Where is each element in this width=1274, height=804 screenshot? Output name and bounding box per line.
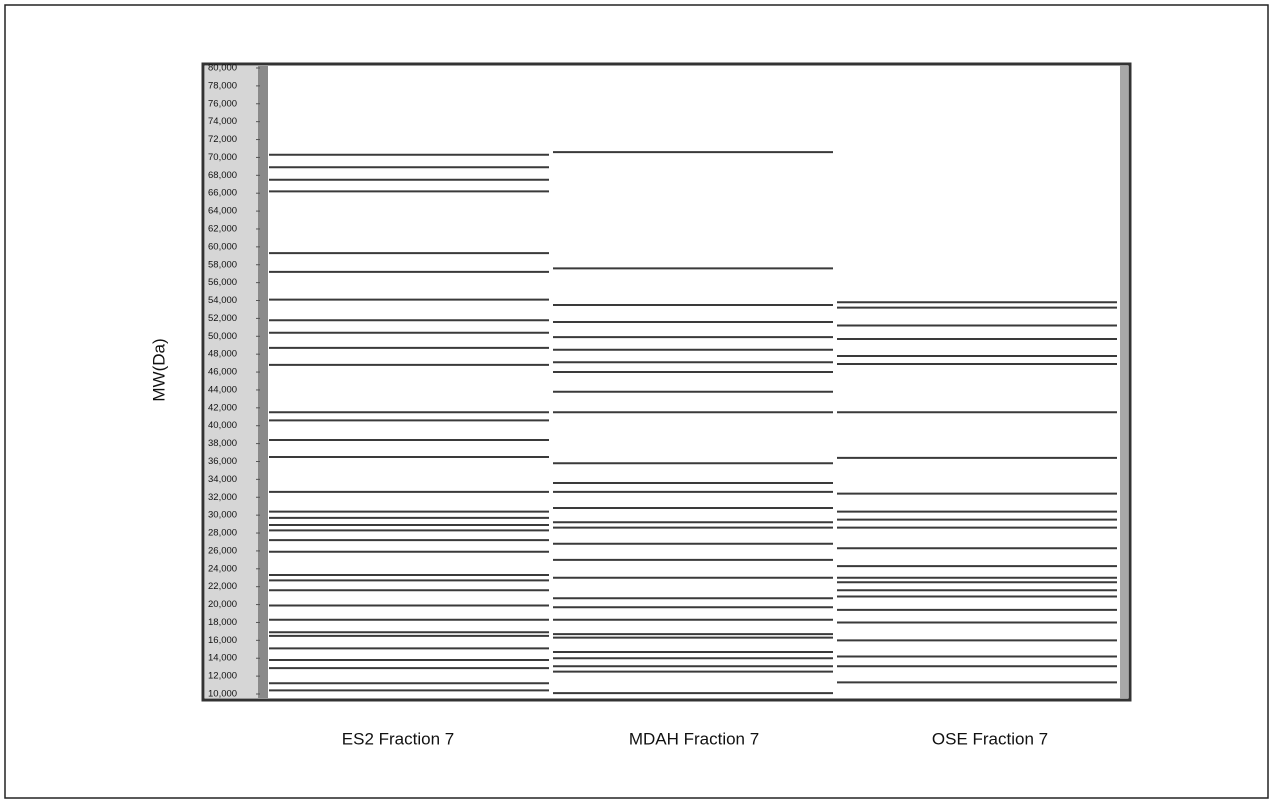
y-tick-label: 40,000	[208, 420, 237, 431]
y-tick-label: 24,000	[208, 563, 237, 574]
y-tick-label: 20,000	[208, 599, 237, 610]
figure: MW(Da) 10,000 12,000 14,000 16,000 18,000 20,…	[0, 0, 1274, 804]
axis-bar	[258, 66, 268, 698]
y-tick-label: 18,000	[208, 617, 237, 628]
y-tick-label: 66,000	[208, 188, 237, 199]
y-tick-label: 12,000	[208, 671, 237, 682]
y-tick-label: 32,000	[208, 492, 237, 503]
y-tick-label: 74,000	[208, 116, 237, 127]
y-tick-label: 64,000	[208, 206, 237, 217]
y-tick-label: 56,000	[208, 277, 237, 288]
y-tick-label: 42,000	[208, 402, 237, 413]
right-edge	[1120, 66, 1128, 698]
y-tick-label: 22,000	[208, 581, 237, 592]
y-tick-label: 14,000	[208, 653, 237, 664]
y-tick-label: 36,000	[208, 456, 237, 467]
y-tick-label: 34,000	[208, 474, 237, 485]
y-tick-label: 78,000	[208, 80, 237, 91]
y-tick-label: 48,000	[208, 349, 237, 360]
lane-label: ES2 Fraction 7	[342, 729, 454, 748]
y-tick-label: 80,000	[208, 63, 237, 74]
y-tick-label: 26,000	[208, 545, 237, 556]
y-tick-label: 68,000	[208, 170, 237, 181]
y-tick-label: 46,000	[208, 367, 237, 378]
y-tick-label: 52,000	[208, 313, 237, 324]
y-tick-label: 72,000	[208, 134, 237, 145]
y-tick-label: 38,000	[208, 438, 237, 449]
y-tick-label: 54,000	[208, 295, 237, 306]
y-tick-label: 76,000	[208, 98, 237, 109]
y-tick-label: 16,000	[208, 635, 237, 646]
lane-label: OSE Fraction 7	[932, 729, 1048, 748]
y-tick-label: 28,000	[208, 528, 237, 539]
y-tick-label: 62,000	[208, 223, 237, 234]
y-tick-label: 10,000	[208, 689, 237, 700]
y-tick-label: 50,000	[208, 331, 237, 342]
y-tick-label: 58,000	[208, 259, 237, 270]
y-axis-label: MW(Da)	[149, 338, 168, 401]
y-tick-label: 30,000	[208, 510, 237, 521]
y-tick-label: 60,000	[208, 241, 237, 252]
y-tick-label: 70,000	[208, 152, 237, 163]
y-tick-label: 44,000	[208, 384, 237, 395]
lane-label: MDAH Fraction 7	[629, 729, 759, 748]
